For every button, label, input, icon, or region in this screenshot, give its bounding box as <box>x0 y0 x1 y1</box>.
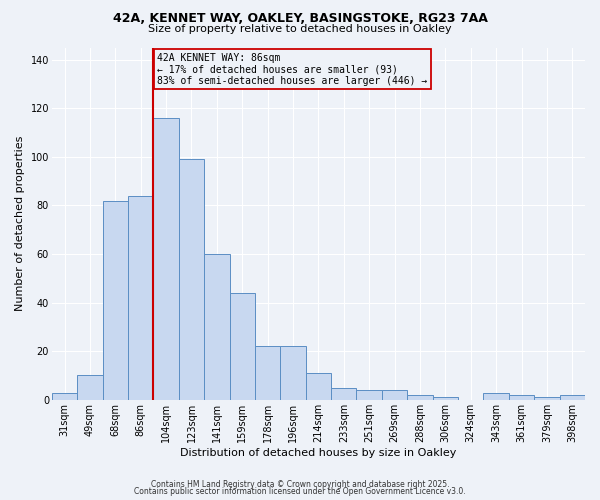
Bar <box>52 392 77 400</box>
Bar <box>433 398 458 400</box>
Bar <box>382 390 407 400</box>
Bar <box>509 395 534 400</box>
Text: 42A KENNET WAY: 86sqm
← 17% of detached houses are smaller (93)
83% of semi-deta: 42A KENNET WAY: 86sqm ← 17% of detached … <box>157 53 427 86</box>
Bar <box>103 200 128 400</box>
Y-axis label: Number of detached properties: Number of detached properties <box>15 136 25 312</box>
Bar <box>230 293 255 400</box>
Bar <box>560 395 585 400</box>
Bar <box>280 346 306 400</box>
Bar <box>534 398 560 400</box>
Bar <box>331 388 356 400</box>
Bar <box>306 373 331 400</box>
Text: Contains public sector information licensed under the Open Government Licence v3: Contains public sector information licen… <box>134 488 466 496</box>
Bar <box>128 196 154 400</box>
Bar <box>356 390 382 400</box>
Bar <box>255 346 280 400</box>
Bar <box>407 395 433 400</box>
X-axis label: Distribution of detached houses by size in Oakley: Distribution of detached houses by size … <box>180 448 457 458</box>
Bar <box>77 376 103 400</box>
Bar <box>179 160 204 400</box>
Bar <box>204 254 230 400</box>
Bar <box>484 392 509 400</box>
Text: Contains HM Land Registry data © Crown copyright and database right 2025.: Contains HM Land Registry data © Crown c… <box>151 480 449 489</box>
Bar <box>154 118 179 400</box>
Text: 42A, KENNET WAY, OAKLEY, BASINGSTOKE, RG23 7AA: 42A, KENNET WAY, OAKLEY, BASINGSTOKE, RG… <box>113 12 487 26</box>
Text: Size of property relative to detached houses in Oakley: Size of property relative to detached ho… <box>148 24 452 34</box>
